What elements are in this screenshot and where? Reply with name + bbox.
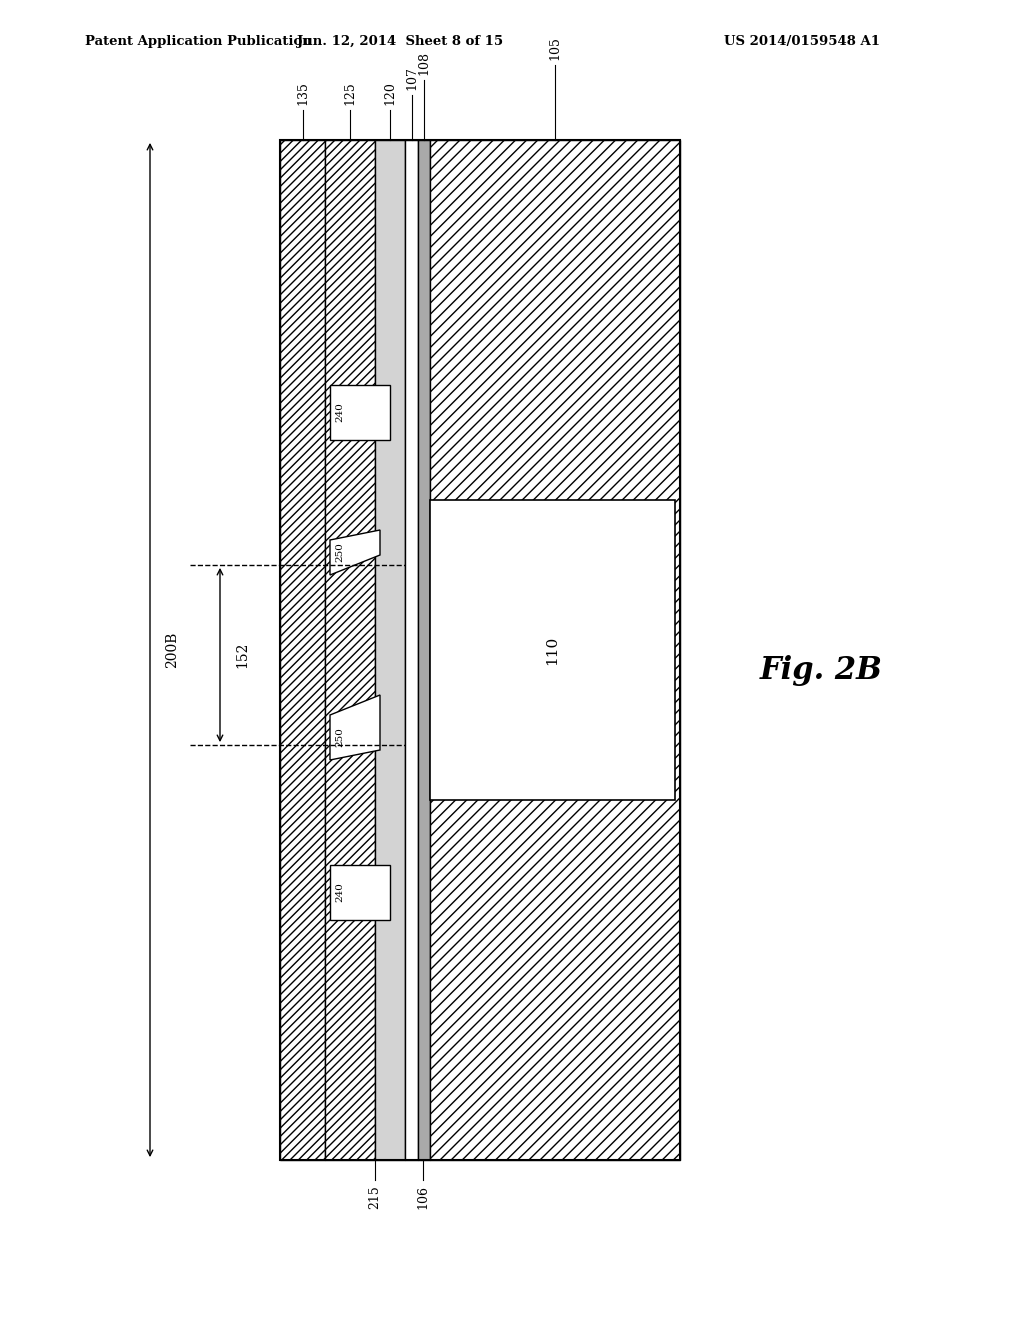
Text: 250: 250 <box>335 727 344 747</box>
Text: 125: 125 <box>343 82 356 106</box>
Bar <box>430 140 680 1160</box>
Bar <box>280 140 680 1160</box>
Text: 200B: 200B <box>165 632 179 668</box>
Bar <box>375 140 406 1160</box>
Bar <box>330 865 390 920</box>
Text: 152: 152 <box>234 642 249 668</box>
Text: 120: 120 <box>384 81 396 106</box>
Bar <box>430 500 675 800</box>
Bar <box>280 140 325 1160</box>
Text: US 2014/0159548 A1: US 2014/0159548 A1 <box>724 36 880 48</box>
Polygon shape <box>330 696 380 760</box>
Text: 108: 108 <box>418 51 430 75</box>
Bar <box>418 140 430 1160</box>
Text: 250: 250 <box>335 543 344 562</box>
Text: 215: 215 <box>369 1185 382 1209</box>
Text: Fig. 2B: Fig. 2B <box>760 655 883 685</box>
Text: 106: 106 <box>417 1185 429 1209</box>
Bar <box>406 140 418 1160</box>
Polygon shape <box>330 531 380 576</box>
Text: 110: 110 <box>546 635 559 665</box>
Text: 240: 240 <box>335 883 344 903</box>
Text: 240: 240 <box>335 403 344 422</box>
Text: 105: 105 <box>549 36 561 59</box>
Bar <box>325 140 375 1160</box>
Text: 135: 135 <box>296 81 309 106</box>
Text: Patent Application Publication: Patent Application Publication <box>85 36 311 48</box>
Text: 107: 107 <box>406 66 418 90</box>
Text: Jun. 12, 2014  Sheet 8 of 15: Jun. 12, 2014 Sheet 8 of 15 <box>297 36 503 48</box>
Bar <box>330 385 390 440</box>
